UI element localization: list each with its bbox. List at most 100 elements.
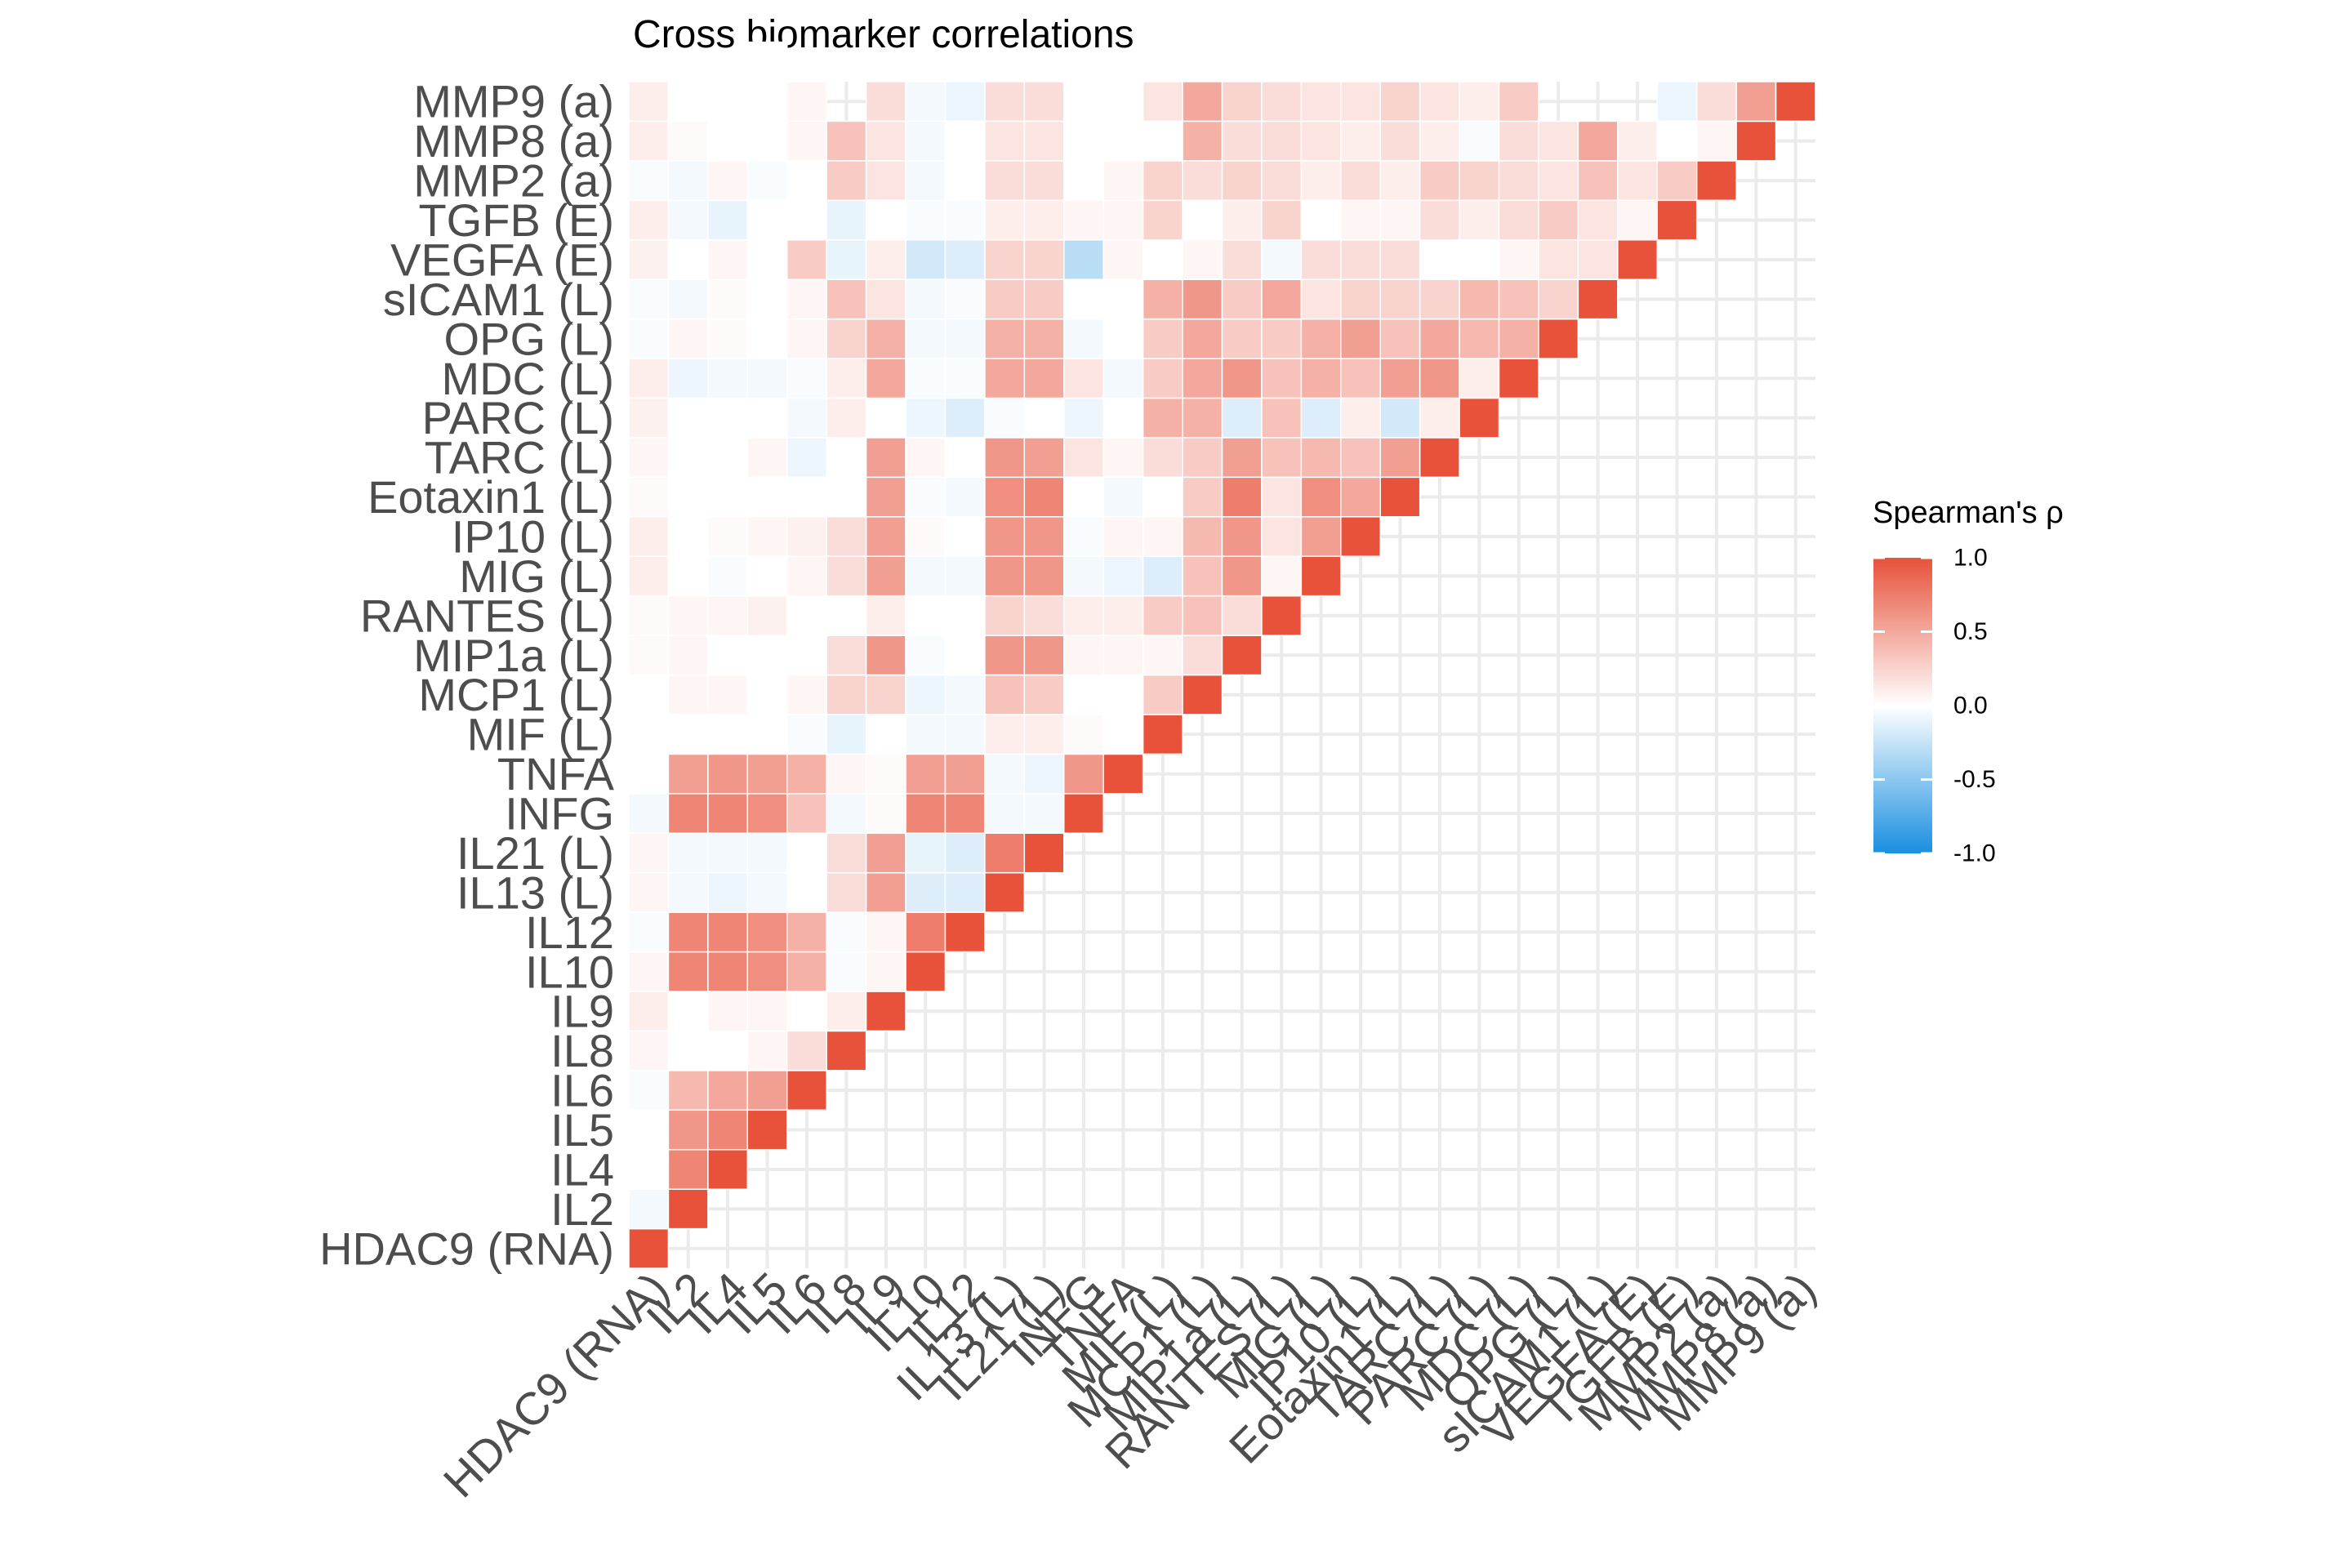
heatmap-cell xyxy=(786,871,827,913)
heatmap-cell xyxy=(786,199,827,241)
heatmap-cell xyxy=(1182,199,1223,241)
heatmap-cell xyxy=(1656,120,1698,162)
heatmap-cell xyxy=(1577,238,1619,280)
heatmap-cell xyxy=(1063,555,1104,597)
heatmap-cell xyxy=(1419,318,1460,359)
heatmap-cell xyxy=(1221,278,1263,320)
heatmap-tiles xyxy=(628,41,1816,1269)
heatmap-cell xyxy=(865,714,906,755)
heatmap-cell xyxy=(905,793,947,834)
heatmap-cell xyxy=(667,991,709,1032)
heatmap-cell xyxy=(1221,120,1263,162)
y-tick-label: IL6 xyxy=(550,1065,614,1116)
heatmap-cell xyxy=(1102,674,1144,715)
heatmap-cell xyxy=(1182,516,1223,557)
heatmap-cell xyxy=(786,160,827,202)
heatmap-cell xyxy=(707,555,749,597)
y-tick-label: IL2 xyxy=(550,1183,614,1235)
heatmap-cell xyxy=(628,516,670,557)
heatmap-cell xyxy=(707,753,749,795)
heatmap-cell xyxy=(826,714,867,755)
heatmap-cell xyxy=(1063,714,1104,755)
y-tick-label: IL4 xyxy=(550,1143,614,1195)
heatmap-cell xyxy=(786,951,827,992)
heatmap-cell xyxy=(1063,358,1104,399)
heatmap-cell xyxy=(628,911,670,953)
heatmap-cell xyxy=(1142,516,1183,557)
y-tick-label: IL13 (L) xyxy=(457,866,614,918)
y-tick-label: IL21 (L) xyxy=(457,827,614,879)
heatmap-cell xyxy=(1221,595,1263,636)
heatmap-cell xyxy=(707,199,749,241)
heatmap-cell xyxy=(1340,437,1381,479)
heatmap-cell xyxy=(667,397,709,439)
heatmap-cell xyxy=(1142,358,1183,399)
heatmap-cell xyxy=(1300,516,1342,557)
y-tick-label: IL5 xyxy=(550,1104,614,1156)
heatmap-cell xyxy=(1300,397,1342,439)
heatmap-cell xyxy=(826,397,867,439)
heatmap-cell xyxy=(826,160,867,202)
heatmap-cell xyxy=(746,318,788,359)
heatmap-cell xyxy=(1023,278,1065,320)
heatmap-cell xyxy=(746,358,788,399)
heatmap-cell xyxy=(1459,318,1500,359)
heatmap-cell xyxy=(1063,238,1104,280)
heatmap-cell xyxy=(628,1227,670,1269)
heatmap-cell xyxy=(628,951,670,992)
legend-label: 0.5 xyxy=(1953,618,1988,645)
heatmap-cell xyxy=(1102,437,1144,479)
legend-labels: 1.0 0.5 0.0 -0.5 -1.0 xyxy=(1953,545,1996,867)
heatmap-cell xyxy=(746,753,788,795)
heatmap-cell xyxy=(1023,714,1065,755)
heatmap-cell xyxy=(786,1070,827,1111)
heatmap-cell xyxy=(1142,555,1183,597)
heatmap-cell xyxy=(905,397,947,439)
y-tick-label: MCP1 (L) xyxy=(418,669,614,720)
heatmap-cell xyxy=(1300,160,1342,202)
heatmap-cell xyxy=(1063,516,1104,557)
heatmap-cell xyxy=(1182,397,1223,439)
heatmap-cell xyxy=(984,832,1026,874)
heatmap-cell xyxy=(1221,160,1263,202)
y-tick-label: MMP9 (a) xyxy=(413,76,614,127)
heatmap-cell xyxy=(1142,160,1183,202)
heatmap-cell xyxy=(905,238,947,280)
heatmap-cell xyxy=(1142,120,1183,162)
heatmap-cell xyxy=(984,516,1026,557)
heatmap-cell xyxy=(707,278,749,320)
heatmap-cell xyxy=(905,595,947,636)
heatmap-cell xyxy=(1498,358,1539,399)
heatmap-cell xyxy=(1221,635,1263,676)
heatmap-cell xyxy=(984,120,1026,162)
heatmap-cell xyxy=(905,318,947,359)
heatmap-cell xyxy=(944,397,986,439)
heatmap-cell xyxy=(865,397,906,439)
heatmap-cell xyxy=(984,397,1026,439)
heatmap-cell xyxy=(944,81,986,122)
heatmap-cell xyxy=(1261,160,1303,202)
heatmap-cell xyxy=(667,160,709,202)
heatmap-cell xyxy=(1063,753,1104,795)
y-tick-label: RANTES (L) xyxy=(360,590,614,641)
heatmap-cell xyxy=(746,635,788,676)
heatmap-cell xyxy=(826,951,867,992)
heatmap-cell xyxy=(1459,278,1500,320)
heatmap-cell xyxy=(1182,81,1223,122)
heatmap-cell xyxy=(1300,278,1342,320)
heatmap-cell xyxy=(1498,120,1539,162)
heatmap-cell xyxy=(1379,160,1421,202)
heatmap-cell xyxy=(1538,238,1579,280)
heatmap-cell xyxy=(1023,160,1065,202)
heatmap-cell xyxy=(944,832,986,874)
heatmap-cell xyxy=(865,476,906,518)
heatmap-cell xyxy=(984,238,1026,280)
heatmap-cell xyxy=(1340,476,1381,518)
heatmap-cell xyxy=(628,714,670,755)
heatmap-cell xyxy=(826,753,867,795)
heatmap-cell xyxy=(865,199,906,241)
heatmap-cell xyxy=(1142,397,1183,439)
heatmap-cell xyxy=(786,437,827,479)
heatmap-cell xyxy=(1617,199,1659,241)
heatmap-cell xyxy=(984,635,1026,676)
